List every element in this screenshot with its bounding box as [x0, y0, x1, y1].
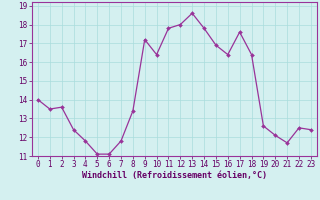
X-axis label: Windchill (Refroidissement éolien,°C): Windchill (Refroidissement éolien,°C): [82, 171, 267, 180]
